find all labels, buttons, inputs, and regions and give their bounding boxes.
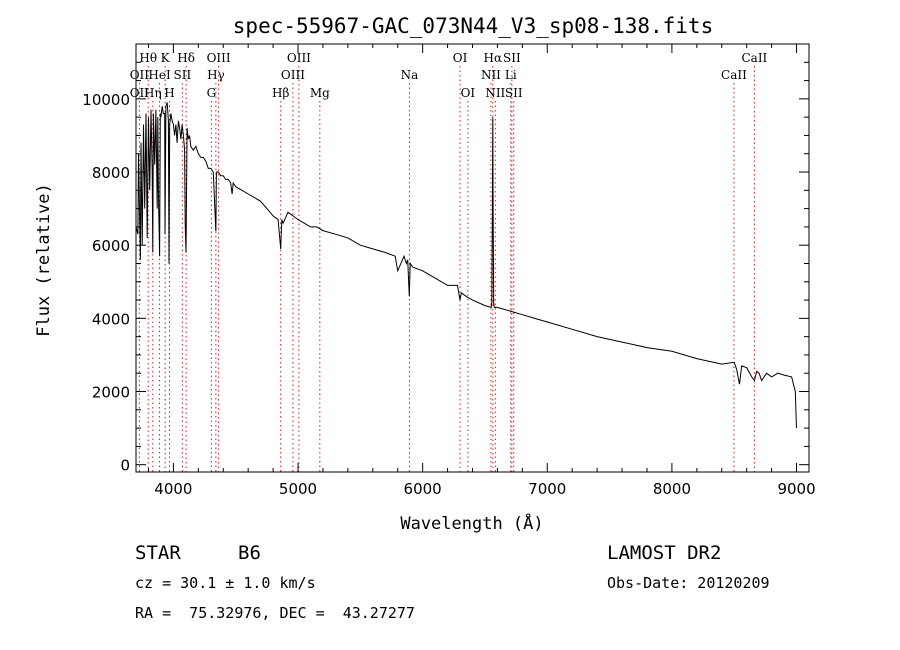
object-class: STAR <box>135 542 181 564</box>
y-tick-label: 2000 <box>92 384 130 402</box>
y-tick-label: 0 <box>120 457 130 475</box>
chart-title: spec-55967-GAC_073N44_V3_sp08-138.fits <box>233 14 713 38</box>
line-label: SII <box>503 51 521 65</box>
line-label: Hθ <box>139 51 157 65</box>
y-tick-label: 10000 <box>82 91 130 109</box>
line-label: OIII <box>281 68 305 82</box>
spectrum-series-line <box>135 102 797 429</box>
line-label: OII <box>130 68 150 82</box>
line-label: NII <box>481 68 501 82</box>
y-tick-label: 4000 <box>92 310 130 328</box>
line-label: Li <box>505 68 517 82</box>
y-tick-label: 6000 <box>92 237 130 255</box>
line-label: Mg <box>310 86 330 100</box>
x-axis-ticks: 4000 5000 6000 7000 8000 9000 <box>147 44 816 498</box>
line-label: Na <box>401 68 419 82</box>
x-tick-label: 4000 <box>154 480 192 498</box>
line-label: Hγ <box>207 68 225 82</box>
x-axis-label: Wavelength (Å) <box>400 512 543 534</box>
line-label: SII <box>505 86 523 100</box>
sky-coordinates: RA = 75.32976, DEC = 43.27277 <box>135 604 415 622</box>
survey-name: LAMOST DR2 <box>607 542 722 564</box>
x-tick-label: 6000 <box>404 480 442 498</box>
redshift-velocity: cz = 30.1 ± 1.0 km/s <box>135 574 316 592</box>
object-subclass: B6 <box>238 542 261 564</box>
x-tick-label: 7000 <box>528 480 566 498</box>
line-label: H <box>164 86 174 100</box>
plot-frame <box>135 43 810 473</box>
line-label: OII <box>130 86 150 100</box>
emission-line-markers <box>138 66 755 472</box>
line-label: OIII <box>287 51 311 65</box>
line-label: CaII <box>721 68 747 82</box>
observation-date: Obs-Date: 20120209 <box>607 574 770 592</box>
line-label: SII <box>174 68 192 82</box>
line-label: K <box>161 51 171 65</box>
line-label: Hα <box>484 51 503 65</box>
line-label: Hη <box>144 86 162 100</box>
line-label: OI <box>461 86 476 100</box>
line-label: Hβ <box>272 86 289 100</box>
y-axis-ticks: 0 2000 4000 6000 8000 10000 <box>82 61 809 475</box>
x-tick-label: 8000 <box>653 480 691 498</box>
x-tick-label: 5000 <box>279 480 317 498</box>
line-label: Hδ <box>177 51 195 65</box>
line-label: G <box>207 86 217 100</box>
line-label: CaII <box>741 51 767 65</box>
y-axis-label: Flux (relative) <box>34 183 54 337</box>
line-label: HeI <box>148 68 171 82</box>
emission-line-labels: OIIOIIHθHηHeIKHSIIHδGHγOIIIHβOIIIOIIIMgN… <box>130 51 768 100</box>
line-label: NII <box>485 86 505 100</box>
y-tick-label: 8000 <box>92 164 130 182</box>
line-label: OIII <box>207 51 231 65</box>
line-label: OI <box>453 51 468 65</box>
x-tick-label: 9000 <box>777 480 815 498</box>
